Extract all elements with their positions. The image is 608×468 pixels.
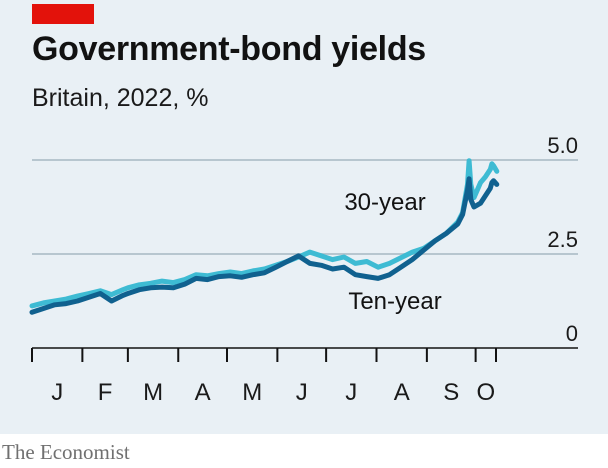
- x-tick-label: J: [345, 379, 357, 406]
- source-credit: The Economist: [2, 440, 130, 464]
- y-tick-label: 2.5: [547, 227, 578, 252]
- x-tick-label: O: [476, 379, 495, 406]
- x-tick-label: F: [98, 379, 113, 406]
- x-tick-label: J: [296, 379, 308, 406]
- series-label-ten-year: Ten-year: [348, 288, 441, 315]
- x-tick-label: A: [394, 379, 410, 406]
- x-tick-label: M: [143, 379, 163, 406]
- series-line-ten-year: [29, 176, 500, 315]
- series-label-thirty-year: 30-year: [344, 189, 425, 216]
- x-tick-label: M: [242, 379, 262, 406]
- chart-panel: [0, 0, 608, 434]
- y-tick-label: 0: [566, 321, 578, 346]
- gridlines: [32, 159, 578, 255]
- chart-subtitle: Britain, 2022, %: [32, 84, 209, 112]
- series-lines: [29, 158, 500, 315]
- y-tick-label: 5.0: [547, 133, 578, 158]
- brand-tag: [32, 4, 94, 24]
- series-line-thirty-year: [29, 158, 500, 309]
- x-tick-label: S: [443, 379, 459, 406]
- chart-title: Government-bond yields: [32, 30, 426, 68]
- series-labels: 30-year Ten-year: [344, 189, 441, 315]
- x-tick-label: A: [195, 379, 211, 406]
- y-axis-labels: 0 2.5 5.0: [547, 133, 578, 346]
- x-tick-label: J: [51, 379, 63, 406]
